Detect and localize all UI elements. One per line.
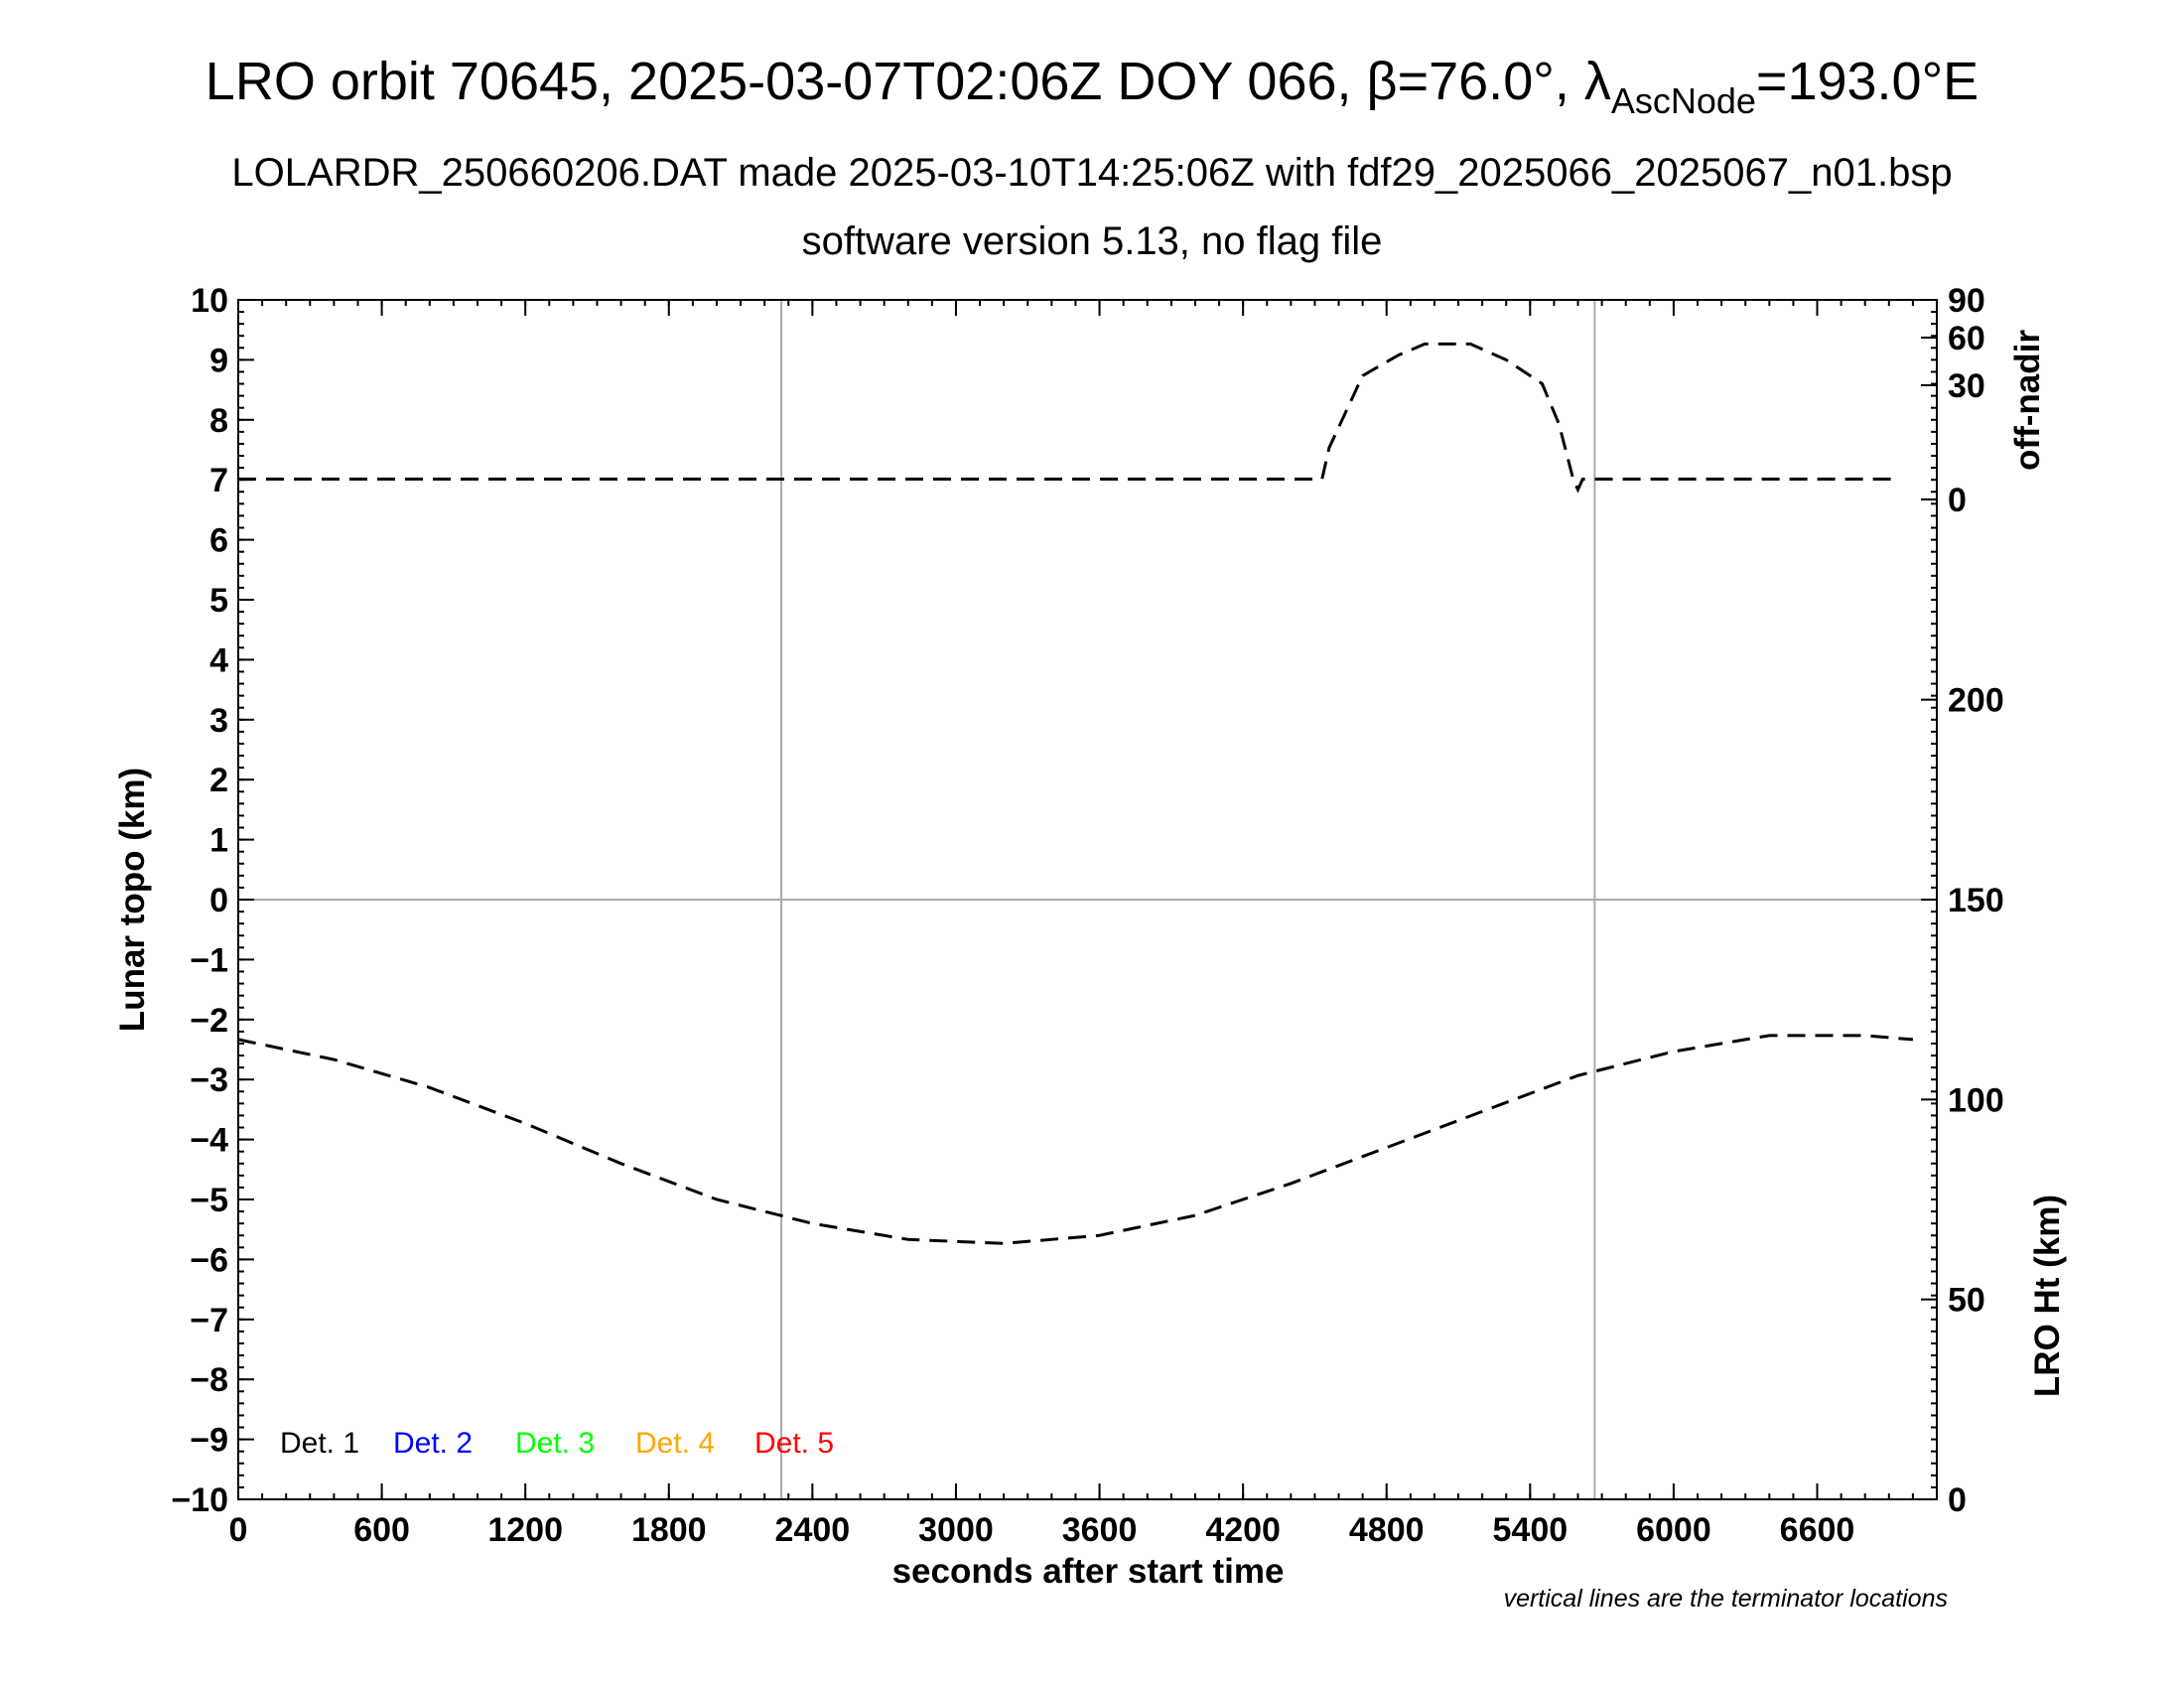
offnadir-tick-label: 60	[1948, 320, 1985, 357]
y-tick-label: 10	[191, 282, 228, 320]
x-axis-label: seconds after start time	[892, 1552, 1285, 1591]
tick-marks	[237, 299, 1938, 1500]
legend-entry-3: Det. 3	[515, 1427, 595, 1460]
offnadir-tick-label: 30	[1948, 367, 1985, 405]
height-tick-label: 50	[1948, 1282, 1985, 1320]
y-tick-label: 0	[209, 882, 228, 919]
y-tick-label: −9	[190, 1422, 228, 1460]
y-tick-label: 2	[209, 762, 228, 799]
series-layer	[237, 342, 1914, 1245]
y-tick-label: 6	[209, 522, 228, 560]
y-tick-label: 3	[209, 702, 228, 740]
x-tick-label: 600	[353, 1511, 410, 1549]
y-axis-label-offnadir: off-nadir	[2008, 330, 2047, 471]
y-tick-label: 5	[209, 582, 228, 620]
height-tick-label: 0	[1948, 1481, 1967, 1519]
y-tick-label: 7	[209, 462, 228, 499]
x-tick-label: 4200	[1205, 1511, 1281, 1549]
legend-entry-2: Det. 2	[393, 1427, 473, 1460]
chart-title: LRO orbit 70645, 2025-03-07T02:06Z DOY 0…	[205, 52, 1979, 121]
y-tick-label: 1	[209, 822, 228, 860]
y-tick-label: −6	[190, 1241, 228, 1279]
x-tick-label: 3600	[1062, 1511, 1138, 1549]
y-tick-label: −10	[171, 1481, 228, 1519]
x-tick-label: 6000	[1636, 1511, 1711, 1549]
y-axis-label-left: Lunar topo (km)	[113, 768, 152, 1032]
x-tick-label: 2400	[775, 1511, 851, 1549]
x-tick-label: 4800	[1349, 1511, 1425, 1549]
y-tick-label: −1	[190, 941, 228, 979]
offnadir-tick-label: 90	[1948, 282, 1985, 320]
y-tick-label: 9	[209, 342, 228, 379]
height-tick-label: 150	[1948, 882, 2004, 919]
legend-entry-5: Det. 5	[754, 1427, 834, 1460]
x-tick-label: 1200	[487, 1511, 563, 1549]
y-tick-label: −2	[190, 1002, 228, 1040]
x-tick-label: 1800	[631, 1511, 707, 1549]
chart-subtitle-1: LOLARDR_250660206.DAT made 2025-03-10T14…	[231, 151, 1952, 195]
terminator-note: vertical lines are the terminator locati…	[1504, 1585, 1948, 1613]
legend-entry-1: Det. 1	[280, 1427, 359, 1460]
y-tick-label: −3	[190, 1061, 228, 1099]
series-line-2	[237, 1034, 1914, 1245]
y-tick-label: 8	[209, 402, 228, 440]
x-tick-label: 3000	[918, 1511, 994, 1549]
y-tick-label: −4	[190, 1122, 228, 1160]
legend-entry-4: Det. 4	[635, 1427, 715, 1460]
y-tick-label: 4	[209, 641, 228, 679]
x-tick-label: 0	[229, 1511, 248, 1549]
y-tick-label: −8	[190, 1361, 228, 1399]
series-line-1	[238, 342, 1899, 493]
y-tick-label: −5	[190, 1182, 228, 1219]
y-axis-label-height: LRO Ht (km)	[2028, 1195, 2067, 1397]
x-tick-label: 6600	[1780, 1511, 1855, 1549]
y-tick-label: −7	[190, 1302, 228, 1339]
offnadir-tick-label: 0	[1948, 482, 1967, 519]
height-tick-label: 100	[1948, 1081, 2004, 1119]
tick-labels: 0 600 1200 1800 2400 3000 3600 4200 4800 5400 6000…	[171, 282, 2003, 1549]
legend: Det. 1 Det. 2 Det. 3 Det. 4 Det. 5	[280, 1427, 834, 1460]
chart-subtitle-2: software version 5.13, no flag file	[802, 219, 1383, 263]
x-tick-label: 5400	[1493, 1511, 1569, 1549]
height-tick-label: 200	[1948, 682, 2004, 720]
grid-lines	[238, 300, 1937, 1499]
